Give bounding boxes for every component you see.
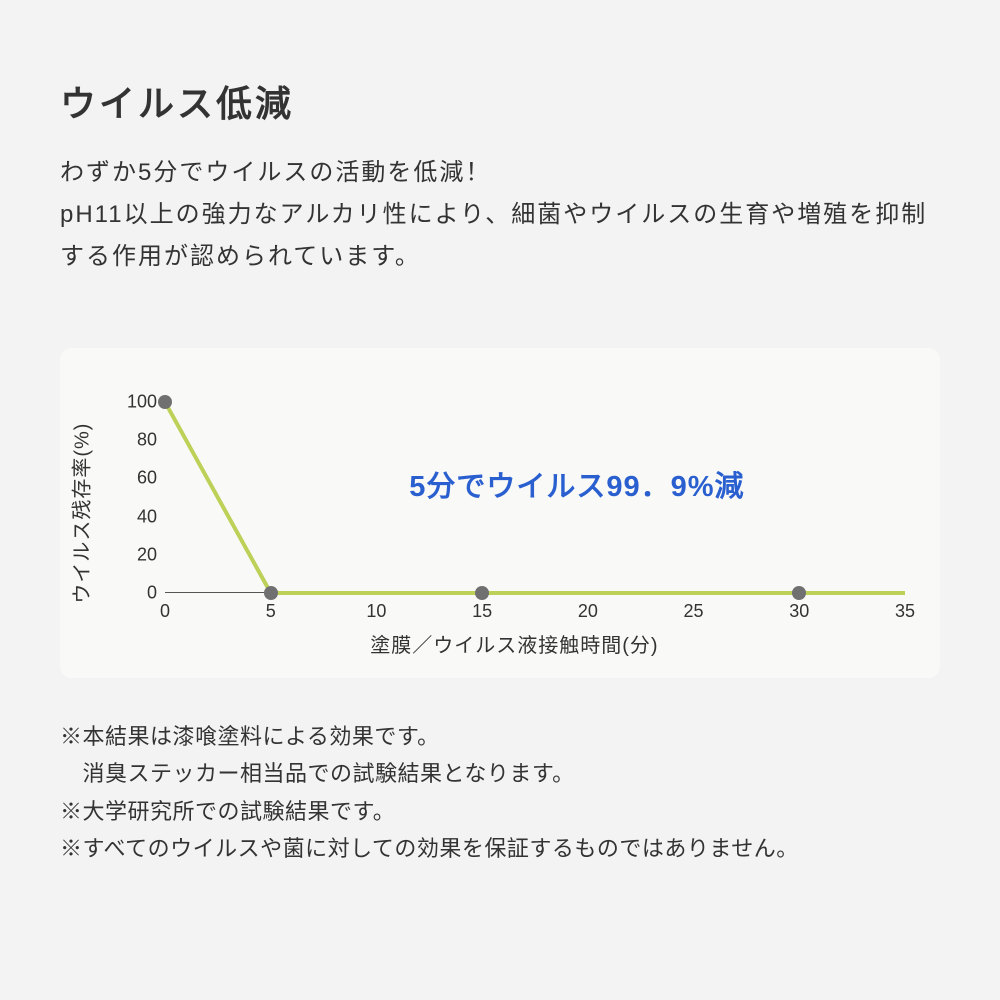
chart-marker xyxy=(264,586,278,600)
x-tick-label: 25 xyxy=(684,593,704,622)
y-tick-label: 40 xyxy=(137,506,165,527)
chart-annotation: 5分でウイルス99．9%減 xyxy=(409,463,744,505)
y-tick-label: 60 xyxy=(137,468,165,489)
footnote-line: ※本結果は漆喰塗料による効果です。 xyxy=(60,718,940,755)
chart-marker xyxy=(475,586,489,600)
plot-area: 5分でウイルス99．9%減 02040608010005101520253035 xyxy=(165,383,905,593)
virus-reduction-chart: ウイルス残存率(%) 5分でウイルス99．9%減 020406080100051… xyxy=(60,348,940,678)
x-tick-label: 10 xyxy=(366,593,386,622)
y-tick-label: 80 xyxy=(137,430,165,451)
footnotes: ※本結果は漆喰塗料による効果です。 消臭ステッカー相当品での試験結果となります。… xyxy=(60,718,940,868)
page-title: ウイルス低減 xyxy=(60,75,940,127)
x-tick-label: 35 xyxy=(895,593,915,622)
x-tick-label: 0 xyxy=(160,593,170,622)
footnote-line: ※大学研究所での試験結果です。 xyxy=(60,793,940,830)
description-text: わずか5分でウイルスの活動を低減！pH11以上の強力なアルカリ性により、細菌やウ… xyxy=(60,152,940,278)
y-tick-label: 20 xyxy=(137,544,165,565)
chart-marker xyxy=(792,586,806,600)
x-tick-label: 20 xyxy=(578,593,598,622)
chart-marker xyxy=(158,395,172,409)
footnote-line: ※すべてのウイルスや菌に対しての効果を保証するものではありません。 xyxy=(60,830,940,867)
footnote-line: 消臭ステッカー相当品での試験結果となります。 xyxy=(60,755,940,792)
y-axis-label: ウイルス残存率(%) xyxy=(66,422,95,603)
x-axis-label: 塗膜／ウイルス液接触時間(分) xyxy=(370,629,658,658)
